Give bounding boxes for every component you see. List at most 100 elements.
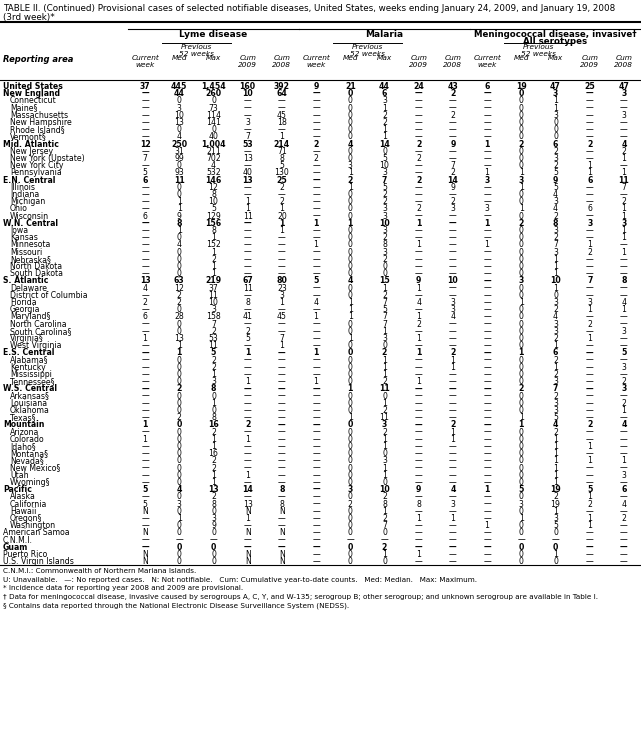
Text: —: — [483,247,491,257]
Text: —: — [312,506,320,515]
Text: TABLE II. (Continued) Provisional cases of selected notifiable diseases, United : TABLE II. (Continued) Provisional cases … [3,4,615,13]
Text: 7: 7 [211,320,216,329]
Text: —: — [312,391,320,400]
Text: 2: 2 [382,514,387,523]
Text: 2: 2 [416,205,421,214]
Text: New York City: New York City [10,161,63,170]
Text: —: — [312,226,320,235]
Text: —: — [483,341,491,350]
Text: C.N.M.I.: Commonwealth of Northern Mariana Islands.: C.N.M.I.: Commonwealth of Northern Maria… [3,568,196,574]
Text: —: — [620,291,628,300]
Text: 1: 1 [451,363,455,372]
Text: —: — [415,147,422,156]
Text: —: — [381,536,388,545]
Text: —: — [244,456,251,465]
Text: Georgia: Georgia [10,306,40,314]
Text: —: — [586,125,594,134]
Text: 0: 0 [348,147,353,156]
Text: —: — [620,478,628,487]
Text: —: — [449,506,457,515]
Text: 1: 1 [621,456,626,465]
Text: 1: 1 [553,255,558,264]
Text: 1: 1 [211,478,216,487]
Text: 1: 1 [519,298,524,307]
Text: —: — [586,132,594,141]
Text: —: — [415,456,422,465]
Text: 6: 6 [587,205,592,214]
Text: American Samoa: American Samoa [3,528,70,537]
Text: 8: 8 [211,500,216,509]
Text: —: — [141,427,149,436]
Text: 1: 1 [416,348,421,357]
Text: Max: Max [548,55,563,61]
Text: 0: 0 [348,391,353,400]
Text: 0: 0 [519,506,524,515]
Text: 1: 1 [246,435,250,444]
Text: —: — [312,543,320,552]
Text: 1,454: 1,454 [201,82,226,91]
Text: —: — [141,226,149,235]
Text: —: — [449,341,457,350]
Text: 1: 1 [587,442,592,451]
Text: N: N [279,506,285,515]
Text: Cum
2008: Cum 2008 [615,55,633,68]
Text: 1: 1 [313,219,319,228]
Text: —: — [415,211,422,220]
Text: 0: 0 [177,550,182,559]
Text: 2: 2 [211,427,216,436]
Text: —: — [415,506,422,515]
Text: —: — [483,190,491,199]
Text: 1: 1 [177,226,182,235]
Text: 3: 3 [519,276,524,285]
Text: 3: 3 [382,421,387,430]
Text: 702: 702 [206,154,221,163]
Text: 19: 19 [550,486,561,495]
Text: —: — [483,183,491,192]
Text: 0: 0 [348,320,353,329]
Text: —: — [586,377,594,386]
Text: —: — [312,125,320,134]
Text: 2: 2 [553,356,558,365]
Text: North Carolina: North Carolina [10,320,67,329]
Text: 0: 0 [177,557,182,566]
Text: 4: 4 [621,421,627,430]
Text: 0: 0 [519,312,524,321]
Text: —: — [483,320,491,329]
Text: 0: 0 [347,348,353,357]
Text: 64: 64 [276,89,287,98]
Text: —: — [312,550,320,559]
Text: —: — [586,557,594,566]
Text: 0: 0 [519,492,524,501]
Text: —: — [312,205,320,214]
Text: —: — [586,471,594,480]
Text: —: — [586,356,594,365]
Text: 0: 0 [348,370,353,379]
Text: —: — [449,118,457,127]
Text: 0: 0 [348,190,353,199]
Text: 1: 1 [382,399,387,408]
Text: Malaria: Malaria [365,30,404,39]
Text: —: — [244,341,251,350]
Text: —: — [312,521,320,530]
Text: 1: 1 [382,435,387,444]
Text: Missouri: Missouri [10,247,42,257]
Text: 0: 0 [519,226,524,235]
Text: —: — [312,528,320,537]
Text: 1: 1 [177,514,182,523]
Text: 4: 4 [450,486,456,495]
Text: Meningococcal disease, invasive†: Meningococcal disease, invasive† [474,30,637,39]
Text: 10: 10 [208,298,219,307]
Text: 0: 0 [519,391,524,400]
Text: —: — [620,550,628,559]
Text: 260: 260 [205,89,222,98]
Text: 0: 0 [519,306,524,314]
Text: —: — [483,262,491,271]
Text: —: — [449,125,457,134]
Text: —: — [278,385,286,394]
Text: 0: 0 [519,427,524,436]
Text: —: — [415,306,422,314]
Text: 0: 0 [348,291,353,300]
Text: —: — [312,370,320,379]
Text: South Carolina§: South Carolina§ [10,326,71,336]
Text: 1: 1 [382,104,387,113]
